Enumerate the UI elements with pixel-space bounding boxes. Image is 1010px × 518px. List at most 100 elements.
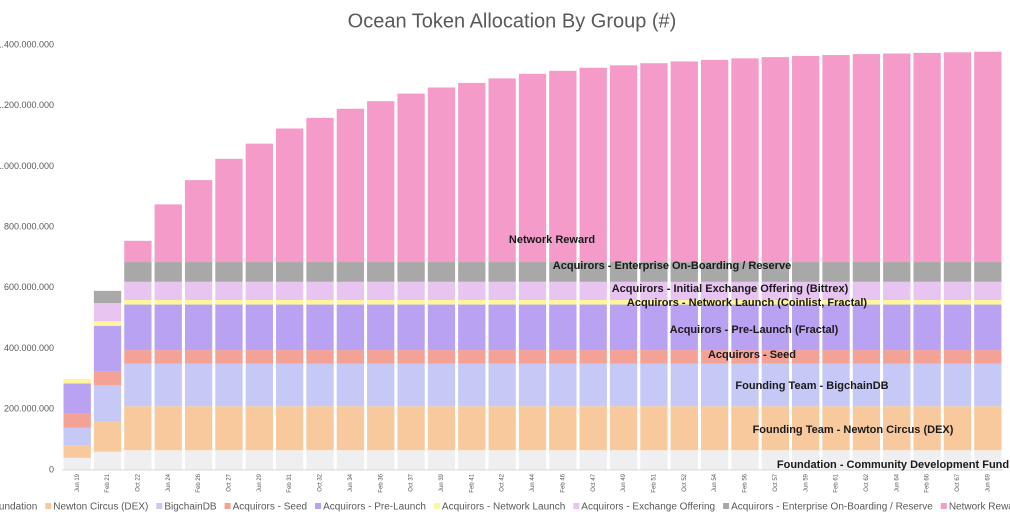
bar-segment (700, 59, 729, 263)
bar-segment (154, 300, 182, 305)
annotation: Acquirors - Pre-Launch (Fractal) (670, 324, 839, 336)
bar-segment (640, 450, 668, 470)
bar-segment (488, 350, 516, 364)
bar-segment (93, 321, 122, 326)
bar-segment (883, 406, 911, 451)
bar-segment (579, 363, 607, 407)
bar-segment (306, 300, 334, 305)
bar-segment (427, 300, 456, 305)
bar-segment (184, 262, 213, 282)
bar-segment (579, 304, 607, 351)
x-tick-label: Jun 49 (621, 473, 627, 492)
bar-segment (276, 262, 304, 282)
bar-segment (488, 78, 516, 263)
bar-segment (731, 300, 759, 305)
x-tick-label: Feb 21 (105, 473, 111, 492)
bar-segment (579, 300, 607, 305)
bar-segment (245, 350, 273, 364)
bar-segment (640, 300, 668, 305)
bar-segment (609, 262, 638, 282)
bar-segment (427, 363, 456, 407)
bar-segment (93, 421, 122, 452)
bar-segment (397, 93, 425, 263)
bar-segment (184, 304, 213, 351)
bar-segment (670, 350, 698, 364)
y-tick-label: 1.400.000.000 (0, 39, 54, 49)
bar-segment (943, 300, 972, 305)
bar-segment (154, 450, 182, 470)
bar-segment (670, 450, 698, 470)
bar-segment (761, 450, 789, 470)
bar-segment (336, 108, 365, 263)
bar-segment (488, 363, 516, 407)
bar-segment (761, 262, 789, 282)
bar-segment (549, 304, 577, 351)
bar-segment (549, 300, 577, 305)
bar-segment (306, 350, 334, 364)
bar-segment (367, 281, 395, 300)
bar-segment (913, 363, 941, 407)
bar-segment (731, 363, 759, 407)
bar-segment (792, 281, 820, 300)
bar-segment (397, 300, 425, 305)
bar-segment (609, 65, 638, 263)
bar-segment (458, 350, 486, 364)
bar-segment (974, 450, 1002, 470)
bar-segment (184, 180, 213, 263)
legend-marker (45, 503, 52, 509)
bar-segment (792, 406, 820, 451)
bar-segment (93, 371, 122, 385)
bar-segment (124, 350, 152, 364)
x-tick-label: Feb 66 (925, 473, 931, 492)
bar-segment (458, 406, 486, 451)
bar-segment (245, 363, 273, 407)
y-tick-label: 400.000.000 (4, 343, 54, 353)
bar-segment (488, 262, 516, 282)
bar-segment (184, 281, 213, 300)
bar-segment (184, 350, 213, 364)
bar-segment (154, 262, 182, 282)
bar-segment (640, 406, 668, 451)
bar-segment (336, 406, 365, 451)
bar-segment (518, 73, 547, 263)
bar-segment (852, 281, 881, 300)
bar-segment (670, 304, 698, 351)
bar-segment (124, 262, 152, 282)
bar-segment (93, 290, 122, 304)
bar-segment (913, 304, 941, 351)
bar-segment (397, 350, 425, 364)
legend-marker (940, 503, 947, 509)
bar-segment (367, 304, 395, 351)
legend-marker (723, 503, 730, 509)
bar-segment (943, 262, 972, 282)
x-tick-label: Jun 44 (530, 473, 536, 492)
bar-segment (943, 363, 972, 407)
annotation: Acquirors - Enterprise On-Boarding / Res… (553, 260, 791, 272)
x-tick-label: Jun 59 (803, 473, 809, 492)
bar-segment (700, 262, 729, 282)
bar-segment (397, 406, 425, 451)
annotation: Founding Team - Newton Circus (DEX) (753, 424, 954, 436)
bar-segment (761, 406, 789, 451)
bar-segment (458, 363, 486, 407)
x-tick-label: Feb 31 (287, 473, 293, 492)
bar-segment (367, 300, 395, 305)
bar-segment (913, 350, 941, 364)
x-tick-label: Feb 61 (834, 473, 840, 492)
bar-segment (822, 281, 850, 300)
bar-segment (154, 363, 182, 407)
bar-segment (397, 281, 425, 300)
x-tick-label: Feb 41 (469, 473, 475, 492)
bar-segment (336, 304, 365, 351)
bar-segment (245, 262, 273, 282)
bar-segment (245, 300, 273, 305)
bar-segment (761, 363, 789, 407)
bar-segment (124, 281, 152, 300)
bar-segment (792, 450, 820, 470)
bar-segment (640, 350, 668, 364)
bar-segment (549, 350, 577, 364)
bar-segment (488, 300, 516, 305)
bar-segment (518, 304, 547, 351)
bar-segment (640, 363, 668, 407)
